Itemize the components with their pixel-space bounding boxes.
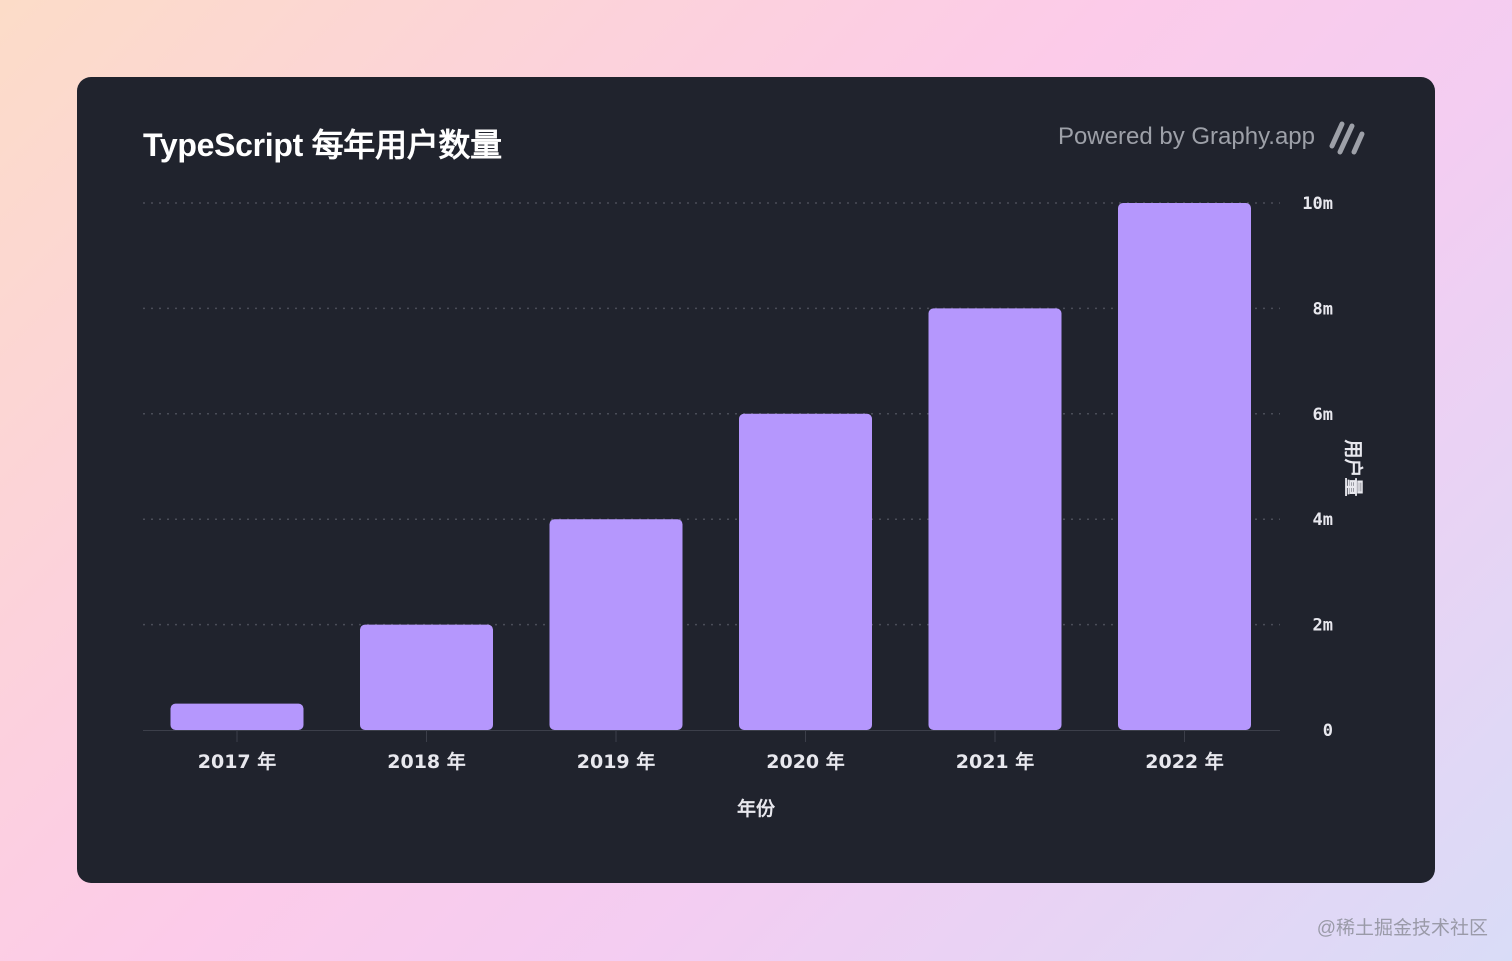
x-tick-label: 2017 年 <box>198 750 277 773</box>
x-tick-label: 2022 年 <box>1145 750 1224 773</box>
grid-lines <box>143 203 1280 731</box>
bars <box>171 203 1252 730</box>
y-tick-label: 2m <box>1313 616 1333 636</box>
x-axis-labels: 2017 年 2018 年 2019 年 2020 年 2021 年 2022 年 <box>198 730 1224 773</box>
x-tick-label: 2020 年 <box>766 750 845 773</box>
bar[interactable] <box>360 625 493 730</box>
y-axis-ticks: 0 2m 4m 6m 8m 10m <box>1302 194 1333 741</box>
bar[interactable] <box>550 519 683 730</box>
x-axis-title: 年份 <box>737 797 776 820</box>
bar[interactable] <box>929 308 1062 730</box>
x-tick-label: 2019 年 <box>577 750 656 773</box>
bar[interactable] <box>1118 203 1251 730</box>
watermark-text: @稀土掘金技术社区 <box>1317 913 1488 940</box>
x-tick-label: 2018 年 <box>387 750 466 773</box>
x-tick-label: 2021 年 <box>956 750 1035 773</box>
y-tick-label: 10m <box>1302 194 1333 214</box>
y-tick-label: 4m <box>1313 510 1333 530</box>
y-tick-label: 6m <box>1313 405 1333 425</box>
y-tick-label: 0 <box>1323 721 1333 741</box>
y-axis-title: 用户量 <box>1342 439 1365 496</box>
bar[interactable] <box>171 704 304 730</box>
y-tick-label: 8m <box>1313 299 1333 319</box>
bar[interactable] <box>739 414 872 730</box>
